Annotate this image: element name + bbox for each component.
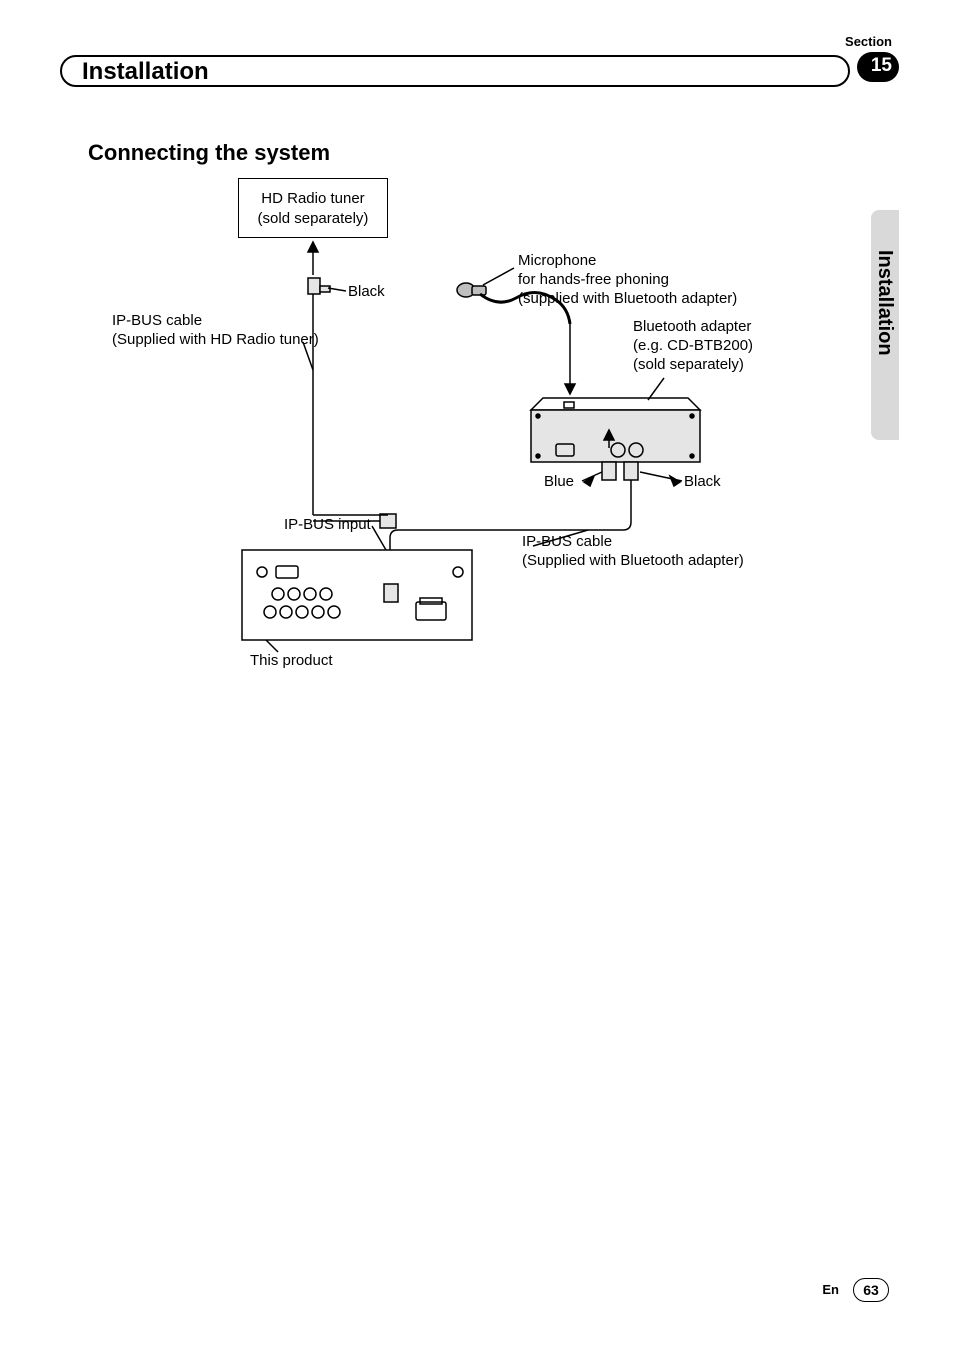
diagram-area: HD Radio tuner (sold separately) Black I… — [88, 170, 808, 700]
section-label: Section — [845, 34, 892, 49]
subheading: Connecting the system — [88, 140, 330, 166]
wiring-diagram-svg — [88, 170, 808, 700]
header-title: Installation — [82, 58, 209, 86]
page: Section 15 Installation Installation Con… — [0, 0, 954, 1352]
section-number: 15 — [871, 55, 892, 77]
footer-lang: En — [822, 1282, 839, 1297]
side-tab-text: Installation — [873, 250, 896, 356]
footer-page-number: 63 — [853, 1278, 889, 1302]
